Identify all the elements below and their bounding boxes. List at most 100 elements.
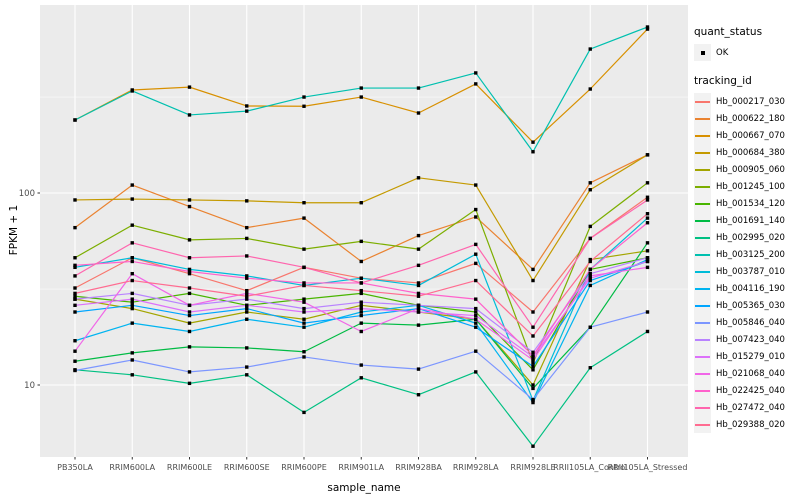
data-point-marker bbox=[588, 87, 592, 91]
data-point-marker bbox=[359, 281, 363, 285]
data-point-marker bbox=[130, 358, 134, 362]
data-point-marker bbox=[531, 386, 535, 391]
series-color-key-icon bbox=[694, 314, 711, 331]
data-point-marker bbox=[416, 303, 421, 308]
data-point-marker bbox=[474, 278, 478, 283]
data-point-marker bbox=[302, 297, 306, 301]
data-point-marker bbox=[416, 306, 421, 311]
data-point-marker bbox=[588, 274, 592, 278]
x-tick-label: RRIM901LA bbox=[338, 463, 384, 472]
data-point-marker bbox=[531, 350, 535, 355]
data-point-marker bbox=[474, 321, 478, 325]
series-color-key-icon bbox=[694, 212, 711, 229]
data-point-marker bbox=[531, 150, 535, 154]
data-point-marker bbox=[187, 256, 192, 260]
data-point-marker bbox=[474, 215, 478, 219]
data-point-marker bbox=[645, 265, 650, 270]
legend-item-label: Hb_001691_140 bbox=[716, 215, 785, 226]
data-point-marker bbox=[359, 303, 363, 308]
tracking-id-legend-items: Hb_000217_030 Hb_000622_180 Hb_000667_070 H… bbox=[694, 93, 798, 433]
data-point-marker bbox=[130, 183, 134, 187]
data-point-marker bbox=[187, 313, 192, 318]
data-point-marker bbox=[588, 283, 592, 288]
data-point-marker bbox=[187, 381, 192, 386]
data-point-marker bbox=[302, 310, 306, 314]
data-point-marker bbox=[531, 334, 535, 338]
data-point-marker bbox=[474, 310, 478, 314]
data-point-marker bbox=[474, 261, 478, 266]
legend-item-label: Hb_007423_040 bbox=[716, 334, 785, 345]
data-point-marker bbox=[645, 25, 650, 29]
data-point-marker bbox=[416, 393, 421, 397]
data-point-marker bbox=[130, 351, 134, 355]
data-point-marker bbox=[359, 321, 363, 325]
legend-item-label: Hb_022425_040 bbox=[716, 385, 785, 396]
data-point-marker bbox=[302, 95, 306, 99]
data-point-marker bbox=[130, 89, 134, 93]
data-point-marker bbox=[474, 207, 478, 212]
data-point-marker bbox=[73, 263, 77, 268]
legend-item-Hb_027472_040: Hb_027472_040 bbox=[694, 399, 798, 416]
series-color-key-icon bbox=[694, 229, 711, 246]
data-point-marker bbox=[73, 274, 77, 278]
series-color-key-icon bbox=[694, 365, 711, 382]
legend-item-label: Hb_021068_040 bbox=[716, 368, 785, 379]
data-point-marker bbox=[416, 247, 421, 251]
data-point-marker bbox=[359, 95, 363, 99]
series-color-key-icon bbox=[694, 263, 711, 280]
data-point-marker bbox=[359, 313, 363, 318]
legend-item-Hb_004116_190: Hb_004116_190 bbox=[694, 280, 798, 297]
legend-item-label: Hb_000684_380 bbox=[716, 147, 785, 158]
data-point-marker bbox=[645, 195, 650, 199]
y-axis-title: FPKM + 1 bbox=[8, 204, 20, 256]
data-point-marker bbox=[73, 118, 77, 122]
x-tick-label: RRII105LA_Stressed bbox=[608, 463, 688, 472]
ok-point-icon bbox=[694, 44, 711, 61]
legend-item-ok: OK bbox=[694, 44, 798, 61]
data-point-marker bbox=[531, 325, 535, 329]
data-point-marker bbox=[302, 281, 306, 285]
data-point-marker bbox=[130, 373, 134, 377]
legend-item-label: Hb_000667_070 bbox=[716, 130, 785, 141]
data-point-marker bbox=[245, 254, 249, 258]
data-point-marker bbox=[416, 176, 421, 180]
legend-item-label: Hb_029388_020 bbox=[716, 419, 785, 430]
data-point-marker bbox=[302, 265, 306, 270]
data-point-marker bbox=[588, 236, 592, 241]
data-point-marker bbox=[416, 283, 421, 288]
data-point-marker bbox=[245, 291, 249, 296]
data-point-marker bbox=[130, 223, 134, 227]
series-color-key-icon bbox=[694, 127, 711, 144]
data-point-marker bbox=[245, 303, 249, 308]
data-point-marker bbox=[302, 355, 306, 359]
data-point-marker bbox=[187, 291, 192, 296]
series-color-key-icon bbox=[694, 331, 711, 348]
data-point-marker bbox=[245, 306, 249, 311]
data-point-marker bbox=[130, 259, 134, 264]
data-point-marker bbox=[302, 283, 306, 288]
data-point-marker bbox=[187, 198, 192, 202]
data-point-marker bbox=[359, 329, 363, 334]
data-point-marker bbox=[416, 323, 421, 327]
data-point-marker bbox=[645, 241, 650, 245]
data-point-marker bbox=[245, 365, 249, 369]
data-point-marker bbox=[73, 294, 77, 298]
x-tick-label: RRII105LA_Control bbox=[553, 463, 627, 472]
data-point-marker bbox=[474, 242, 478, 247]
data-point-marker bbox=[645, 259, 650, 264]
data-point-marker bbox=[245, 276, 249, 280]
data-point-marker bbox=[130, 297, 134, 301]
data-point-marker bbox=[645, 329, 650, 334]
quant-status-legend-title: quant_status bbox=[694, 26, 763, 38]
data-point-marker bbox=[187, 303, 192, 308]
quant-status-legend: quant_status OK bbox=[694, 26, 798, 61]
data-point-marker bbox=[359, 201, 363, 205]
data-point-marker bbox=[359, 376, 363, 380]
data-point-marker bbox=[474, 71, 478, 75]
data-point-marker bbox=[73, 368, 77, 373]
data-point-marker bbox=[588, 181, 592, 185]
data-point-marker bbox=[302, 201, 306, 205]
data-point-marker bbox=[474, 370, 478, 374]
data-point-marker bbox=[588, 271, 592, 276]
